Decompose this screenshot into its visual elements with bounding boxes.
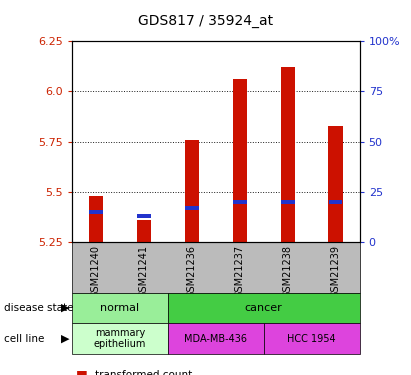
Text: ▶: ▶	[61, 303, 70, 313]
Bar	[233, 80, 247, 242]
Bar	[329, 200, 342, 204]
Text: transformed count: transformed count	[95, 370, 192, 375]
Text: HCC 1954: HCC 1954	[287, 334, 336, 344]
Text: disease state: disease state	[4, 303, 74, 313]
Text: cancer: cancer	[245, 303, 283, 313]
Text: GDS817 / 35924_at: GDS817 / 35924_at	[138, 13, 273, 28]
Text: MDA-MB-436: MDA-MB-436	[184, 334, 247, 344]
Bar	[89, 196, 103, 242]
Bar	[185, 206, 199, 210]
Text: ■: ■	[76, 368, 88, 375]
Bar	[280, 68, 295, 242]
Text: ▶: ▶	[61, 334, 70, 344]
Bar	[185, 140, 199, 242]
Text: mammary
epithelium: mammary epithelium	[94, 328, 146, 350]
Bar	[328, 126, 343, 242]
Bar	[89, 210, 103, 214]
Text: normal: normal	[100, 303, 139, 313]
Bar	[281, 200, 295, 204]
Bar	[137, 214, 151, 218]
Text: cell line: cell line	[4, 334, 44, 344]
Bar	[136, 220, 151, 242]
Bar	[233, 200, 247, 204]
